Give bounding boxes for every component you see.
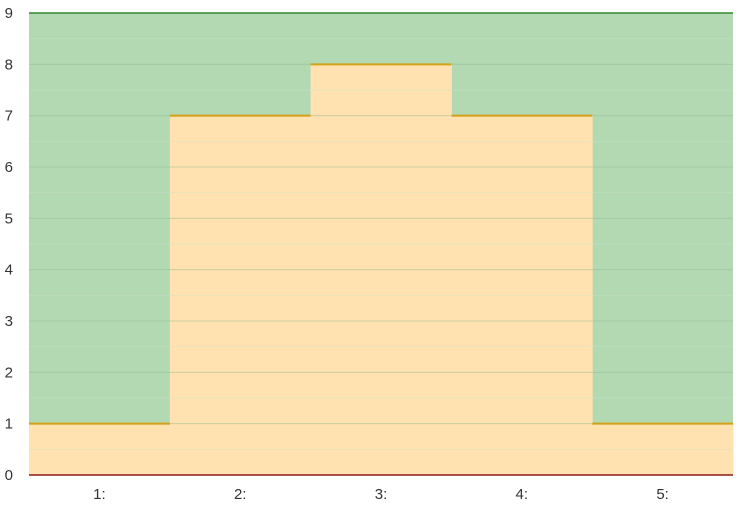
y-tick-label: 4: [5, 262, 13, 279]
step-lines: [29, 63, 733, 425]
y-tick-label: 0: [5, 467, 13, 484]
y-tick-label: 9: [5, 5, 13, 22]
y-tick-label: 7: [5, 108, 13, 125]
x-tick-label: 5:: [656, 486, 669, 503]
x-tick-label: 4:: [516, 486, 529, 503]
y-tick-label: 1: [5, 416, 13, 433]
y-tick-label: 2: [5, 364, 13, 381]
y-tick-label: 6: [5, 159, 13, 176]
y-tick-label: 5: [5, 210, 13, 227]
axis-labels: 0 1 2 3 4 5 6 7 8 9 1: 2: 3: 4: 5:: [5, 5, 669, 503]
x-tick-label: 3:: [375, 486, 388, 503]
y-tick-label: 8: [5, 56, 13, 73]
x-tick-label: 2:: [234, 486, 247, 503]
axes: [29, 12, 733, 476]
y-tick-label: 3: [5, 313, 13, 330]
x-tick-label: 1:: [93, 486, 106, 503]
